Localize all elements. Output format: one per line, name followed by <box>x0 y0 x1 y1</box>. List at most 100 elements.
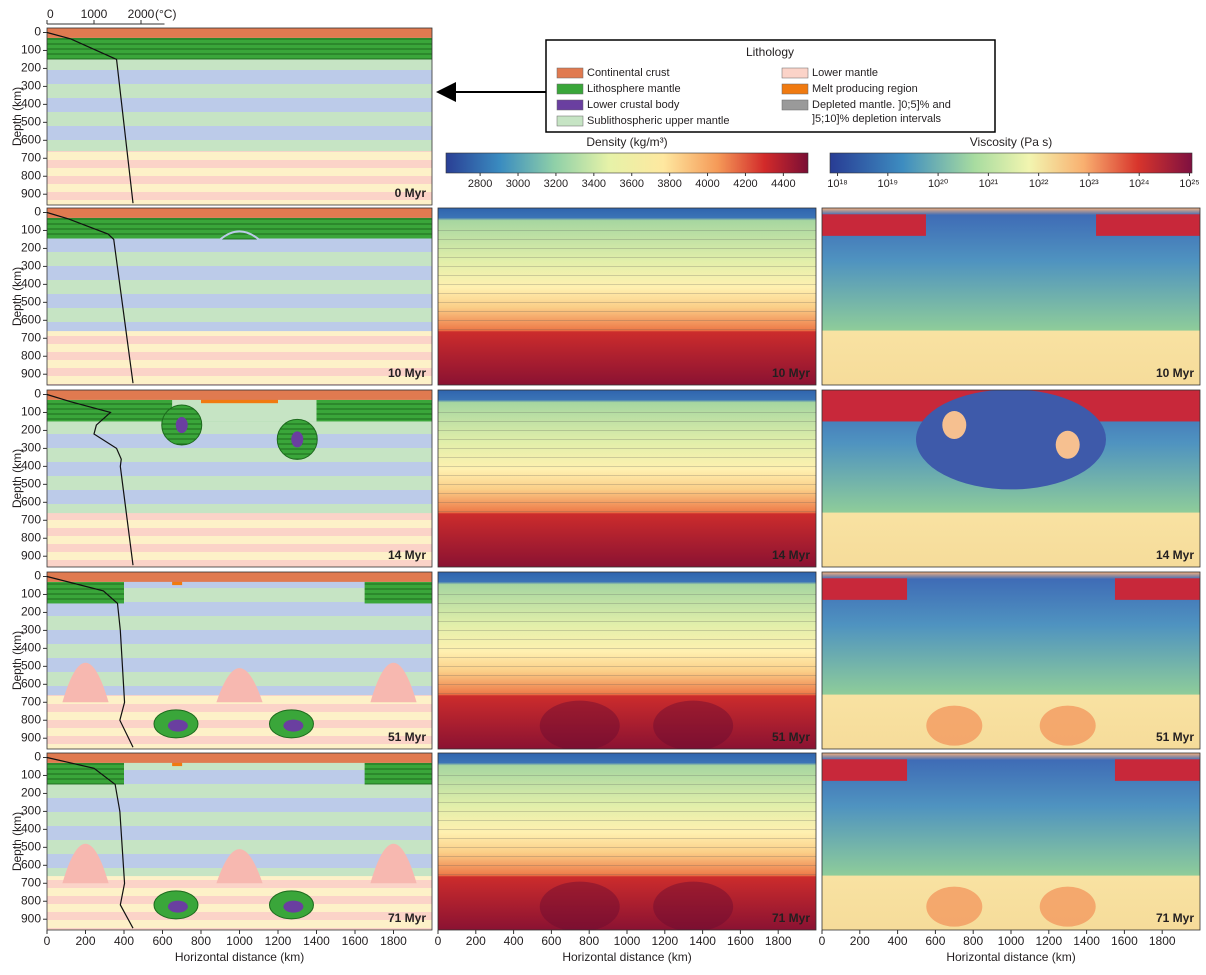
crust <box>47 390 432 400</box>
colorbar-tick-label: 2800 <box>468 178 492 190</box>
y-tick-label: 0 <box>34 569 41 583</box>
hot-blob <box>926 887 982 927</box>
crustal-body <box>283 901 303 913</box>
y-tick-label: 800 <box>21 712 41 726</box>
temperature-unit: (°C) <box>155 7 176 21</box>
x-tick-label: 0 <box>435 934 442 948</box>
x-tick-label: 1400 <box>689 934 716 948</box>
temperature-tick-label: 0 <box>47 7 54 21</box>
x-tick-label: 200 <box>466 934 486 948</box>
x-tick-label: 1800 <box>765 934 792 948</box>
x-tick-label: 1000 <box>614 934 641 948</box>
legend-title: Lithology <box>746 45 794 59</box>
legend-label: Depleted mantle. ]0;5]% and <box>812 99 951 111</box>
hot-blob <box>942 411 966 439</box>
panel <box>822 572 1200 749</box>
lithosphere <box>47 582 124 604</box>
y-axis-title: Depth (km) <box>10 87 24 146</box>
x-axis-title: Horizontal distance (km) <box>175 950 304 964</box>
density-field <box>438 753 816 930</box>
colorbar-tick-label: 10¹⁸ <box>827 178 848 190</box>
lithosphere <box>47 38 432 60</box>
colorbar-tick-label: 10²⁵ <box>1179 178 1199 190</box>
y-tick-label: 700 <box>21 875 41 889</box>
y-tick-label: 0 <box>34 387 41 401</box>
panel <box>438 208 816 385</box>
crustal-body <box>291 431 303 447</box>
colorbar-title: Viscosity (Pa s) <box>970 135 1052 149</box>
panel <box>47 208 432 385</box>
legend-label: Sublithospheric upper mantle <box>587 115 729 127</box>
time-label: 51 Myr <box>772 730 810 744</box>
crust <box>47 572 432 582</box>
y-tick-label: 900 <box>21 548 41 562</box>
crustal-body <box>283 720 303 732</box>
x-tick-label: 200 <box>75 934 95 948</box>
crust <box>47 208 432 218</box>
y-tick-label: 200 <box>21 423 41 437</box>
time-label: 71 Myr <box>772 911 810 925</box>
y-tick-label: 900 <box>21 911 41 925</box>
y-tick-label: 200 <box>21 605 41 619</box>
colorbar <box>446 153 808 173</box>
stiff-lid <box>822 759 907 781</box>
y-tick-label: 100 <box>21 223 41 237</box>
colorbar-tick-label: 10²⁴ <box>1129 178 1150 190</box>
y-tick-label: 900 <box>21 730 41 744</box>
temperature-tick-label: 1000 <box>81 7 108 21</box>
x-tick-label: 600 <box>925 934 945 948</box>
y-tick-label: 0 <box>34 750 41 764</box>
y-axis-title: Depth (km) <box>10 267 24 326</box>
x-tick-label: 1000 <box>998 934 1025 948</box>
x-tick-label: 1200 <box>1035 934 1062 948</box>
colorbar-tick-label: 3400 <box>582 178 606 190</box>
y-tick-label: 700 <box>21 512 41 526</box>
x-axis-title: Horizontal distance (km) <box>946 950 1075 964</box>
hot-blob <box>1056 431 1080 459</box>
colorbar-tick-label: 3600 <box>619 178 643 190</box>
legend-swatch <box>782 100 808 110</box>
x-tick-label: 600 <box>541 934 561 948</box>
time-label: 14 Myr <box>1156 548 1194 562</box>
x-tick-label: 400 <box>504 934 524 948</box>
hot-blob <box>1040 706 1096 746</box>
y-tick-label: 800 <box>21 348 41 362</box>
colorbar-tick-label: 3800 <box>657 178 681 190</box>
colorbar-tick-label: 4200 <box>733 178 757 190</box>
density-field <box>438 208 816 385</box>
y-tick-label: 100 <box>21 587 41 601</box>
x-tick-label: 1000 <box>226 934 253 948</box>
panel <box>47 753 432 930</box>
y-tick-label: 100 <box>21 768 41 782</box>
colorbar-tick-label: 10²² <box>1029 178 1049 190</box>
y-tick-label: 800 <box>21 893 41 907</box>
lithosphere <box>365 582 432 604</box>
y-tick-label: 700 <box>21 694 41 708</box>
temperature-tick-label: 2000 <box>128 7 155 21</box>
y-tick-label: 200 <box>21 786 41 800</box>
y-tick-label: 700 <box>21 150 41 164</box>
crustal-body <box>176 417 188 433</box>
x-tick-label: 200 <box>850 934 870 948</box>
density-anomaly <box>653 701 733 751</box>
figure: Lithology Continental crustLithosphere m… <box>0 0 1206 970</box>
colorbar-tick-label: 3000 <box>506 178 530 190</box>
y-tick-label: 0 <box>34 25 41 39</box>
colorbar-title: Density (kg/m³) <box>586 135 667 149</box>
x-tick-label: 1200 <box>265 934 292 948</box>
y-axis-title: Depth (km) <box>10 449 24 508</box>
y-tick-label: 900 <box>21 186 41 200</box>
time-label: 71 Myr <box>1156 911 1194 925</box>
x-tick-label: 1600 <box>342 934 369 948</box>
panel <box>822 753 1200 930</box>
y-tick-label: 0 <box>34 205 41 219</box>
panel <box>438 572 816 751</box>
hot-blob <box>1040 887 1096 927</box>
y-axis-title: Depth (km) <box>10 812 24 871</box>
legend-label: ]5;10]% depletion intervals <box>812 113 942 125</box>
time-label: 14 Myr <box>388 548 426 562</box>
colorbar-tick-label: 4000 <box>695 178 719 190</box>
x-tick-label: 1200 <box>651 934 678 948</box>
y-tick-label: 200 <box>21 61 41 75</box>
y-tick-label: 800 <box>21 530 41 544</box>
